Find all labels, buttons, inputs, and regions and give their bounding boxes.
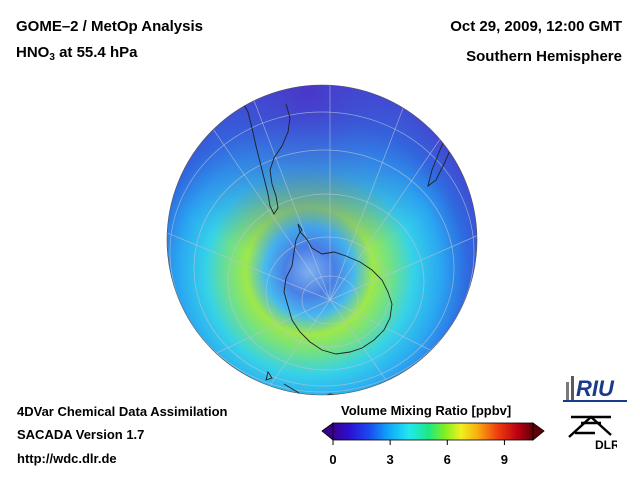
dlr-logo: DLR <box>568 415 617 451</box>
antarctica-coastline <box>283 231 393 355</box>
tick-label-9: 9 <box>500 452 509 467</box>
hemisphere-label: Southern Hemisphere <box>466 48 622 65</box>
dlr-logo-mark <box>568 415 612 438</box>
riu-logo: RIU <box>563 376 627 402</box>
species-level: HNO3 at 55.4 hPa <box>16 44 138 63</box>
analysis-date: Oct 29, 2009, 12:00 GMT <box>450 18 622 35</box>
species-subscript: 3 <box>49 52 55 63</box>
species-name: HNO <box>16 44 50 61</box>
globe-edge <box>166 84 478 396</box>
tasmania-coastline <box>265 370 273 381</box>
colorbar-gradient <box>332 422 534 441</box>
colorbar-right-arrow <box>532 422 545 441</box>
antarctic-peninsula <box>297 223 303 233</box>
system-version: SACADA Version 1.7 <box>17 427 145 442</box>
colorbar <box>321 422 545 445</box>
analysis-title: GOME–2 / MetOp Analysis <box>16 18 203 35</box>
riu-logo-text: RIU <box>576 376 615 401</box>
tick-label-3: 3 <box>386 452 394 467</box>
graticule <box>167 85 477 395</box>
colorbar-title: Volume Mixing Ratio [ppbv] <box>341 403 512 418</box>
australia-coastline <box>283 383 357 395</box>
colorbar-ticks <box>332 440 505 445</box>
tick-label-6: 6 <box>443 452 451 467</box>
dlr-logo-text: DLR <box>595 438 617 451</box>
data-center-url[interactable]: http://wdc.dlr.de <box>17 451 117 466</box>
tick-label-0: 0 <box>329 452 337 467</box>
assimilation-system: 4DVar Chemical Data Assimilation <box>17 404 228 419</box>
pressure-level: at 55.4 hPa <box>54 44 138 61</box>
upper-low-values <box>167 85 477 395</box>
colorbar-left-arrow <box>321 422 334 441</box>
south-america-coastline <box>239 97 291 215</box>
